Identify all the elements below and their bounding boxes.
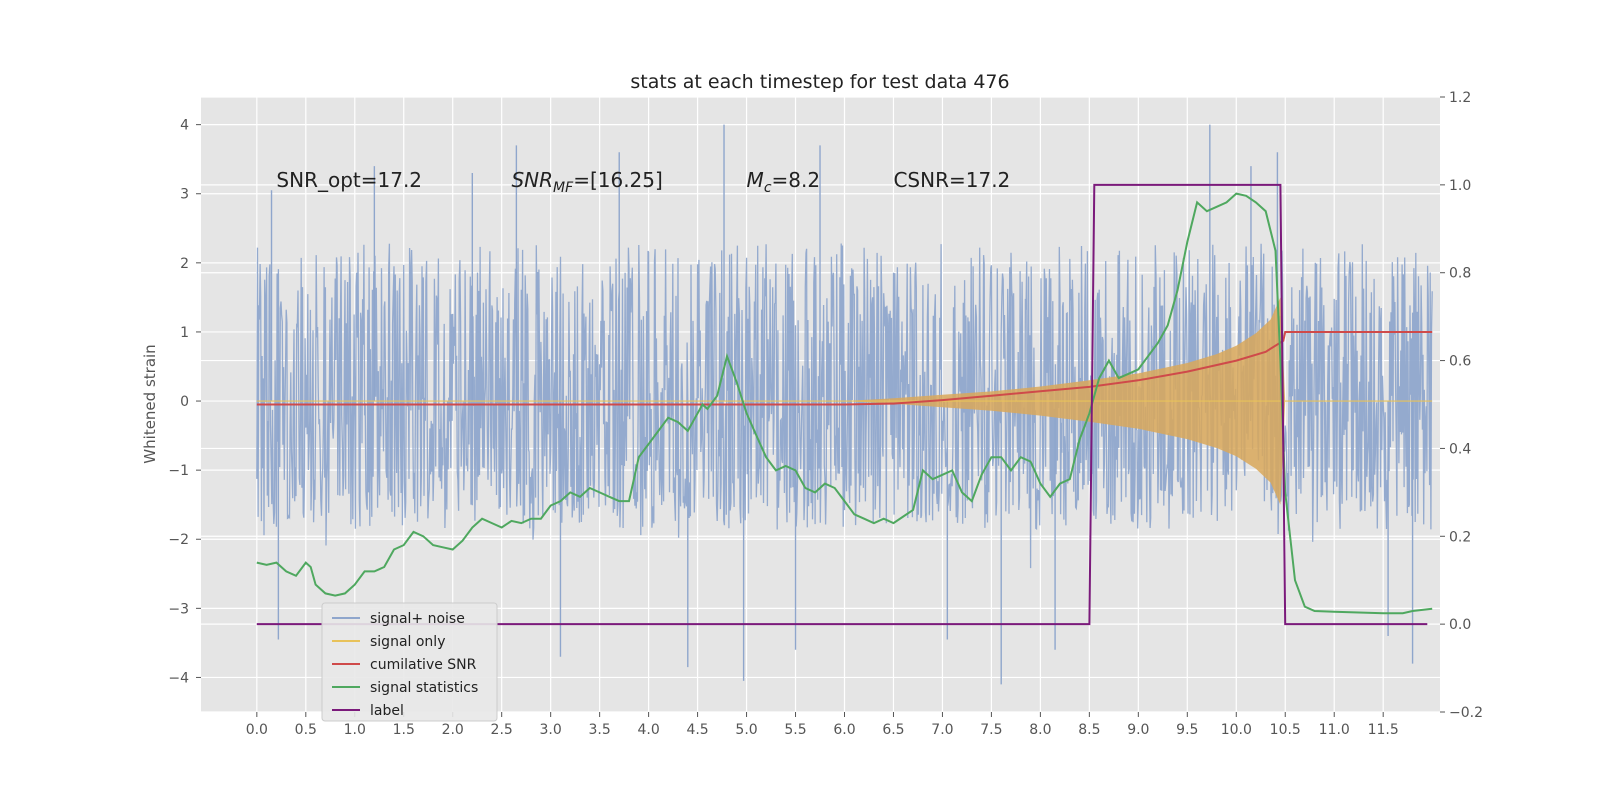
x-tick-label: 10.0	[1221, 722, 1252, 738]
y-tick-label: 4	[180, 118, 189, 134]
x-tick-label: 6.0	[833, 722, 855, 738]
y2-tick-label: 0.6	[1449, 354, 1471, 370]
annotation-text: Mc=8.2	[747, 168, 821, 196]
series-lines	[256, 183, 1433, 626]
legend: signal+ noise signal only cumilative SNR si…	[321, 602, 498, 722]
y2-tick-label: 0.2	[1449, 529, 1471, 545]
legend-entry: signal+ noise	[370, 611, 465, 627]
x-tick-label: 8.0	[1029, 722, 1051, 738]
x-tick-label: 0.0	[246, 722, 268, 738]
y-tick-label: −4	[168, 670, 189, 686]
x-tick-label: 9.0	[1127, 722, 1149, 738]
y2-tick-label: 0.8	[1449, 266, 1471, 282]
annotation-text: SNRMF=[16.25]	[511, 168, 662, 196]
y2-tick-label: 1.0	[1449, 178, 1471, 194]
x-tick-label: 1.5	[393, 722, 415, 738]
y-axis-label: Whitened strain	[141, 344, 159, 463]
annotation-text: CSNR=17.2	[893, 168, 1010, 192]
y-tick-label: −1	[168, 463, 189, 479]
legend-entry: label	[370, 703, 404, 719]
ticks: 0.0 0.5 1.0 1.5 2.0 2.5 3.0 3.5 4.0 4.5 5.0 5.5 6.0 6…	[168, 90, 1483, 738]
x-tick-label: 0.5	[295, 722, 317, 738]
x-tick-label: 2.5	[491, 722, 513, 738]
x-tick-label: 9.5	[1176, 722, 1198, 738]
legend-entry: cumilative SNR	[370, 657, 477, 673]
x-tick-label: 4.5	[686, 722, 708, 738]
series-signal-noise	[256, 124, 1433, 685]
x-tick-label: 11.5	[1368, 722, 1399, 738]
legend-box	[321, 602, 498, 722]
x-tick-label: 1.0	[344, 722, 366, 738]
y-tick-label: 0	[180, 394, 189, 410]
signal-noise-line	[256, 243, 1433, 569]
x-tick-label: 8.5	[1078, 722, 1100, 738]
x-tick-label: 3.0	[540, 722, 562, 738]
chart-title: stats at each timestep for test data 476	[630, 71, 1009, 93]
x-tick-label: 5.0	[735, 722, 757, 738]
x-tick-label: 4.0	[637, 722, 659, 738]
x-tick-label: 10.5	[1270, 722, 1301, 738]
annotations: SNR_opt=17.2 SNRMF=[16.25] Mc=8.2 CSNR=17.2	[276, 168, 1010, 196]
x-tick-label: 7.5	[980, 722, 1002, 738]
y-tick-label: 2	[180, 256, 189, 272]
y-tick-label: −3	[168, 601, 189, 617]
x-tick-label: 5.5	[784, 722, 806, 738]
y2-tick-label: −0.2	[1449, 705, 1483, 721]
annotation-text: SNR_opt=17.2	[276, 168, 422, 192]
legend-entry: signal statistics	[370, 680, 478, 696]
x-tick-label: 6.5	[882, 722, 904, 738]
y-tick-label: −2	[168, 532, 189, 548]
series-label-line	[256, 183, 1428, 626]
y2-tick-label: 0.4	[1449, 441, 1471, 457]
x-tick-label: 11.0	[1319, 722, 1350, 738]
x-tick-label: 7.0	[931, 722, 953, 738]
x-tick-label: 2.0	[442, 722, 464, 738]
y2-tick-label: 1.2	[1449, 90, 1471, 106]
y-tick-label: 1	[180, 325, 189, 341]
series-signal-statistics-line	[256, 192, 1433, 615]
y2-tick-label: 0.0	[1449, 617, 1471, 633]
legend-entry: signal only	[370, 634, 445, 650]
x-tick-label: 3.5	[589, 722, 611, 738]
y-tick-label: 3	[180, 187, 189, 203]
series-signal-only	[256, 297, 1433, 505]
